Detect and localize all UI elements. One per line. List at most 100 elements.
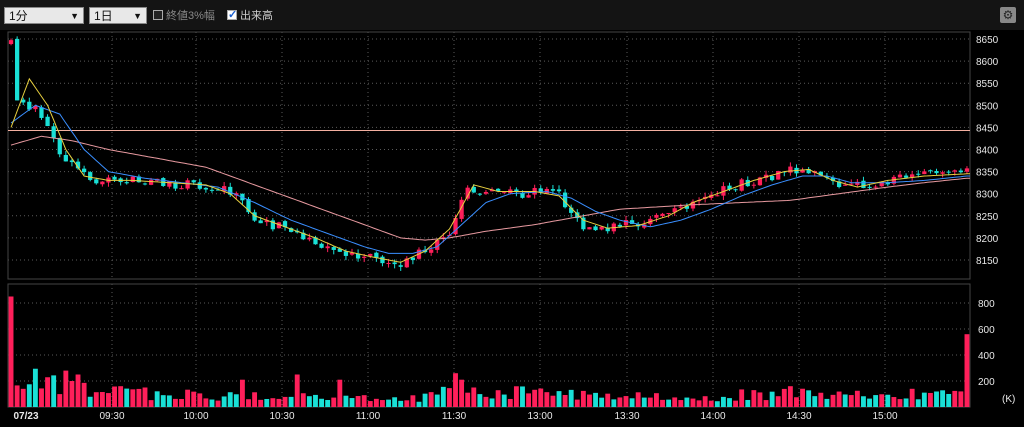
- candle: [897, 171, 903, 178]
- volume-bar: [714, 401, 720, 407]
- volume-bar: [233, 394, 239, 407]
- candle-body: [538, 188, 543, 193]
- volume-bar: [854, 390, 860, 407]
- candle-body: [733, 189, 738, 191]
- candle-body: [264, 220, 269, 223]
- volume-bar: [45, 377, 51, 407]
- candle: [587, 227, 592, 230]
- candle: [288, 227, 294, 233]
- volume-bar: [422, 393, 428, 407]
- candle: [57, 137, 62, 158]
- volume-checkbox[interactable]: 出来高: [227, 7, 273, 24]
- volume-bar: [32, 368, 38, 407]
- time-axis: 07/23 09:30 10:00 10:30 11:00 11:30 13:00 13:30…: [13, 411, 897, 422]
- candle: [51, 123, 56, 143]
- volume-bar: [848, 395, 854, 407]
- candle: [45, 114, 50, 127]
- candle: [21, 97, 26, 106]
- volume-unit-label: (K): [1002, 394, 1015, 405]
- volume-bar: [727, 398, 732, 407]
- candle: [465, 185, 470, 201]
- volume-bar: [81, 382, 87, 407]
- volume-bar: [672, 397, 678, 407]
- volume-bar: [51, 375, 57, 407]
- volume-bar: [769, 391, 775, 407]
- volume-bar: [830, 394, 836, 407]
- candle: [130, 176, 135, 183]
- volume-bar: [574, 399, 580, 407]
- period-select[interactable]: 1日 ▼: [89, 7, 147, 24]
- volume-bar: [325, 400, 331, 407]
- volume-bar: [684, 397, 690, 407]
- volume-tick-label: 800: [978, 299, 995, 310]
- volume-bar: [903, 398, 909, 407]
- candle-body: [824, 176, 830, 178]
- volume-tick-label: 400: [978, 351, 995, 362]
- volume-bar: [501, 394, 507, 407]
- candle-body: [465, 187, 470, 199]
- candle-body: [15, 38, 20, 101]
- volume-bar: [136, 388, 142, 407]
- candle-body: [246, 199, 251, 213]
- volume-bar: [428, 392, 434, 407]
- candle-body: [526, 195, 531, 198]
- volume-bar: [678, 400, 684, 407]
- candle-body: [623, 220, 629, 226]
- candle: [660, 212, 665, 218]
- limit-range-checkbox[interactable]: 終値3%幅: [153, 8, 215, 24]
- candle-body: [806, 168, 811, 174]
- candle: [964, 166, 970, 174]
- candle-body: [374, 252, 379, 258]
- volume-bar: [124, 388, 130, 407]
- candle-body: [727, 185, 732, 190]
- candle-body: [684, 206, 690, 209]
- candle-body: [928, 170, 933, 172]
- volume-bar: [154, 391, 160, 407]
- candle: [282, 219, 288, 231]
- volume-bar: [927, 392, 933, 407]
- stock-chart[interactable]: 8650 8600 8550 8500 8450 8400 8350 8300 8250 8200…: [0, 30, 1024, 427]
- volume-bar: [593, 392, 598, 407]
- volume-bar: [751, 390, 757, 407]
- volume-bar: [623, 396, 629, 407]
- candle: [776, 170, 781, 180]
- volume-bar: [63, 370, 69, 407]
- candle-body: [910, 174, 915, 178]
- price-tick-label: 8600: [976, 57, 999, 68]
- candle-body: [124, 182, 129, 184]
- candle-body: [922, 171, 927, 175]
- volume-bar: [958, 391, 964, 407]
- candle: [374, 251, 379, 262]
- candle-body: [800, 169, 805, 173]
- candle: [556, 185, 562, 194]
- candle-body: [136, 176, 142, 183]
- settings-gear-button[interactable]: ⚙: [1000, 7, 1016, 23]
- interval-select[interactable]: 1分 ▼: [4, 7, 84, 24]
- price-tick-label: 8300: [976, 190, 999, 201]
- volume-bar: [361, 395, 367, 407]
- volume-bar: [879, 394, 885, 407]
- chart-toolbar: 1分 ▼ 1日 ▼ 終値3%幅 出来高 ⚙: [0, 0, 1024, 30]
- candle-body: [830, 177, 836, 182]
- candle-body: [459, 199, 464, 219]
- candle-body: [672, 208, 677, 213]
- candle-body: [276, 222, 282, 229]
- price-tick-label: 8250: [976, 212, 999, 223]
- price-tick-label: 8550: [976, 79, 999, 90]
- candle-body: [404, 258, 409, 268]
- candle: [228, 182, 233, 197]
- volume-bar: [812, 396, 818, 407]
- candle-body: [678, 206, 683, 208]
- time-tick-label: 09:30: [99, 411, 124, 422]
- candle-body: [75, 161, 81, 169]
- volume-bar: [934, 391, 939, 407]
- candle: [27, 97, 32, 111]
- volume-bar: [745, 399, 751, 407]
- volume-bar: [130, 389, 136, 407]
- candle-body: [435, 239, 440, 250]
- candle: [526, 192, 531, 198]
- moving-average-lines: [10, 77, 970, 263]
- candle: [264, 217, 269, 226]
- volume-bar: [57, 394, 63, 407]
- candle-body: [142, 183, 148, 185]
